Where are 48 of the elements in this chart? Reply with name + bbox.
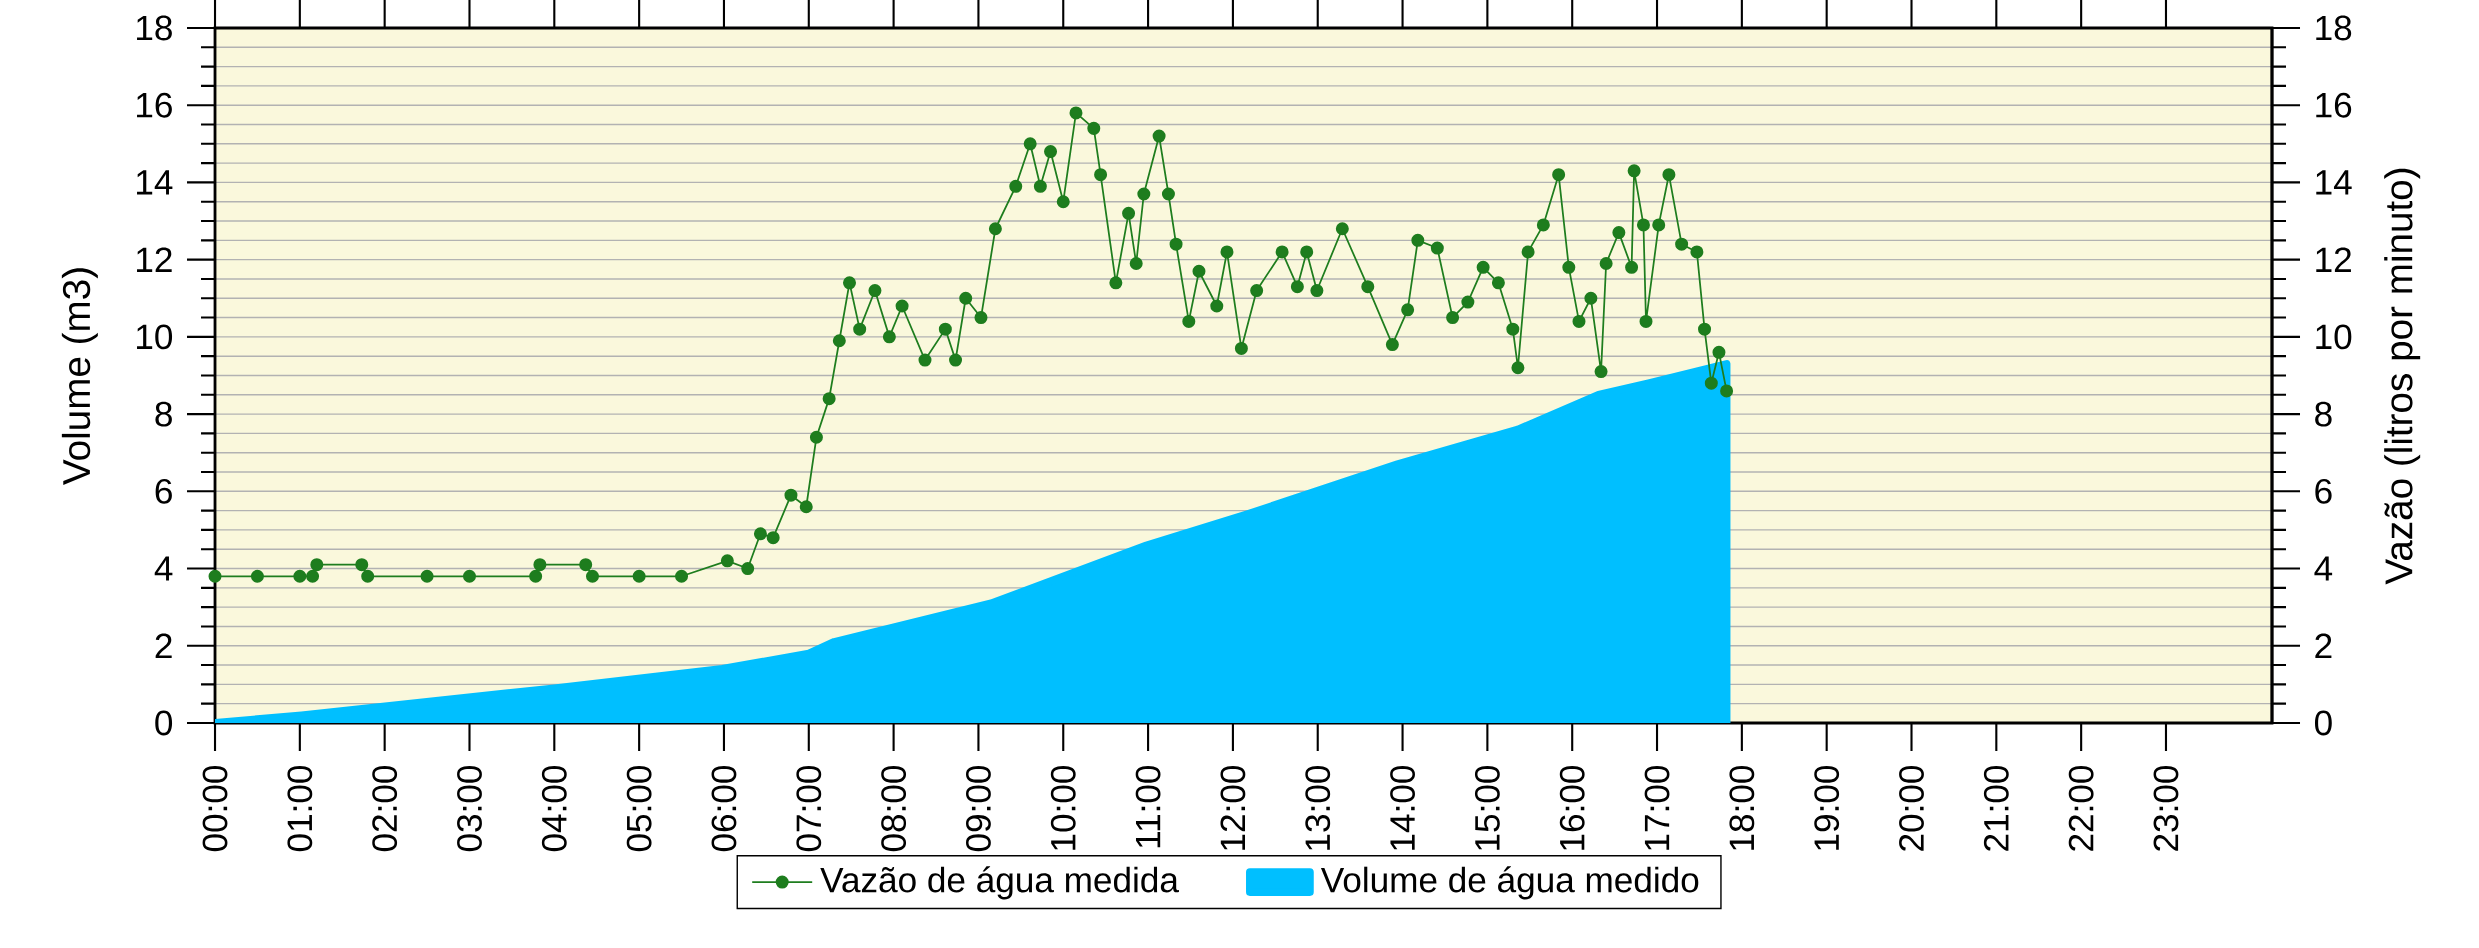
y2-tick-label: 0	[2314, 710, 2332, 736]
x-tick-label: 05:00	[626, 765, 652, 852]
x-tick-label: 15:00	[1474, 765, 1500, 850]
y2-axis-title: Vazão (litros por minuto)	[2384, 168, 2421, 585]
y2-tick-label: 8	[2315, 401, 2332, 427]
y-tick-label: 2	[155, 633, 172, 659]
x-tick-label: 10:00	[1050, 765, 1076, 850]
x-tick-label: 16:00	[1559, 765, 1585, 850]
x-tick-label: 17:00	[1644, 765, 1670, 850]
y2-tick-label: 10	[2316, 324, 2352, 350]
legend-label: Vazão de água medida	[820, 866, 1179, 900]
y2-tick-label: 18	[2316, 15, 2352, 41]
y-tick-label: 18	[137, 15, 172, 41]
y-tick-label: 6	[155, 478, 172, 504]
x-tick-label: 13:00	[1305, 765, 1331, 850]
legend-label: Volume de água medido	[1320, 866, 1699, 900]
x-tick-label: 11:00	[1135, 765, 1161, 848]
x-tick-label: 04:00	[541, 765, 567, 852]
x-tick-label: 07:00	[796, 765, 822, 852]
x-tick-label: 06:00	[711, 765, 737, 852]
y2-tick-label: 2	[2315, 633, 2332, 659]
x-tick-label: 21:00	[1983, 765, 2009, 851]
x-tick-label: 03:00	[457, 765, 482, 852]
x-tick-label: 02:00	[372, 765, 398, 852]
x-tick-label: 20:00	[1899, 765, 1924, 851]
y-tick-label: 0	[155, 710, 173, 736]
x-tick-label: 01:00	[287, 765, 313, 852]
x-tick-label: 18:00	[1729, 765, 1755, 850]
y-tick-label: 4	[154, 556, 173, 581]
x-tick-label: 23:00	[2153, 765, 2179, 851]
y-tick-label: 8	[155, 401, 172, 427]
x-tick-label: 19:00	[1814, 765, 1840, 850]
x-tick-label: 22:00	[2068, 765, 2094, 851]
y-tick-label: 12	[137, 247, 172, 272]
x-tick-label: 00:00	[202, 765, 228, 852]
y-tick-label: 16	[137, 92, 172, 118]
y2-tick-label: 14	[2316, 170, 2352, 195]
x-tick-label: 08:00	[881, 765, 907, 852]
y2-tick-label: 4	[2314, 556, 2333, 581]
y2-tick-label: 12	[2316, 247, 2351, 272]
x-tick-label: 14:00	[1390, 765, 1415, 850]
x-tick-label: 09:00	[966, 765, 991, 852]
y2-tick-label: 6	[2315, 478, 2332, 504]
y-tick-label: 10	[137, 324, 173, 350]
y-tick-label: 14	[137, 170, 173, 195]
x-tick-label: 12:00	[1220, 765, 1246, 850]
y2-tick-label: 16	[2316, 92, 2352, 118]
y-axis-title: Volume (m3)	[61, 268, 98, 485]
